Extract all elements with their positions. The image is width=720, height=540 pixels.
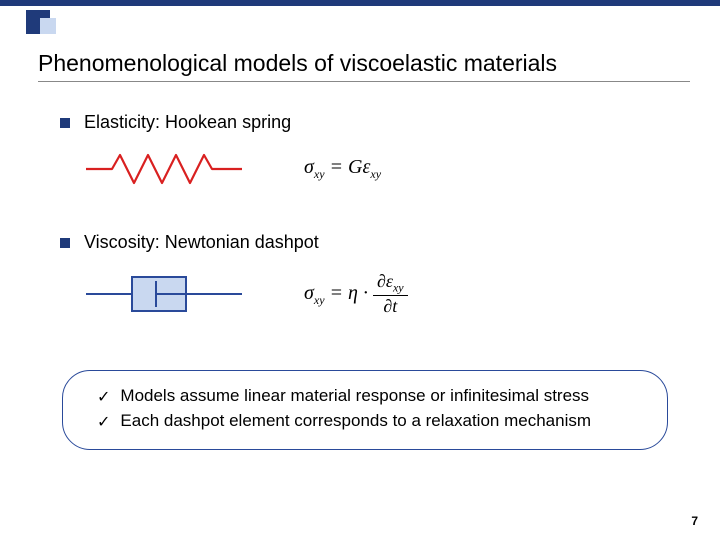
illustration-row-dashpot: σxy = η · ∂εxy∂t (84, 269, 680, 319)
section-viscosity: Viscosity: Newtonian dashpot σxy = η · ∂… (60, 232, 680, 319)
spring-icon (84, 149, 244, 189)
eta: η (348, 282, 358, 304)
check-icon: ✓ (97, 412, 110, 432)
eq-sign: = (325, 156, 349, 178)
eps-sub: xy (370, 167, 381, 181)
check-row-1: ✓ Models assume linear material response… (97, 385, 643, 408)
page-title: Phenomenological models of viscoelastic … (38, 50, 690, 82)
check-row-2: ✓ Each dashpot element corresponds to a … (97, 410, 643, 433)
bullet-text-viscosity: Viscosity: Newtonian dashpot (84, 232, 319, 253)
cdot: · (358, 282, 373, 304)
G: G (348, 156, 362, 178)
square-bullet-icon (60, 238, 70, 248)
corner-decor-light (40, 18, 56, 34)
eq-sign2: = (325, 282, 349, 304)
formula-newton: σxy = η · ∂εxy∂t (304, 271, 408, 318)
check-text-2: Each dashpot element corresponds to a re… (120, 410, 591, 433)
header-bar (0, 0, 720, 6)
bullet-row-viscosity: Viscosity: Newtonian dashpot (60, 232, 680, 253)
bullet-text-elasticity: Elasticity: Hookean spring (84, 112, 291, 133)
section-elasticity: Elasticity: Hookean spring σxy = Gεxy (60, 112, 680, 189)
callout-box: ✓ Models assume linear material response… (62, 370, 668, 450)
illustration-row-spring: σxy = Gεxy (84, 149, 680, 189)
partial-num: ∂ (377, 271, 386, 291)
fraction: ∂εxy∂t (373, 271, 408, 318)
check-icon: ✓ (97, 387, 110, 407)
corner-decor-dark (26, 10, 50, 34)
sigma2: σ (304, 282, 314, 304)
check-text-1: Models assume linear material response o… (120, 385, 589, 408)
bullet-row-elasticity: Elasticity: Hookean spring (60, 112, 680, 133)
eps-num-sub: xy (393, 280, 404, 294)
square-bullet-icon (60, 118, 70, 128)
eps-num: ε (386, 271, 393, 291)
sigma2-sub: xy (314, 293, 325, 307)
sigma-sub: xy (314, 167, 325, 181)
formula-hooke: σxy = Gεxy (304, 156, 381, 182)
partial-den: ∂ (383, 296, 392, 316)
page-number: 7 (691, 514, 698, 528)
dashpot-icon (84, 269, 244, 319)
t-den: t (392, 296, 397, 316)
sigma: σ (304, 156, 314, 178)
